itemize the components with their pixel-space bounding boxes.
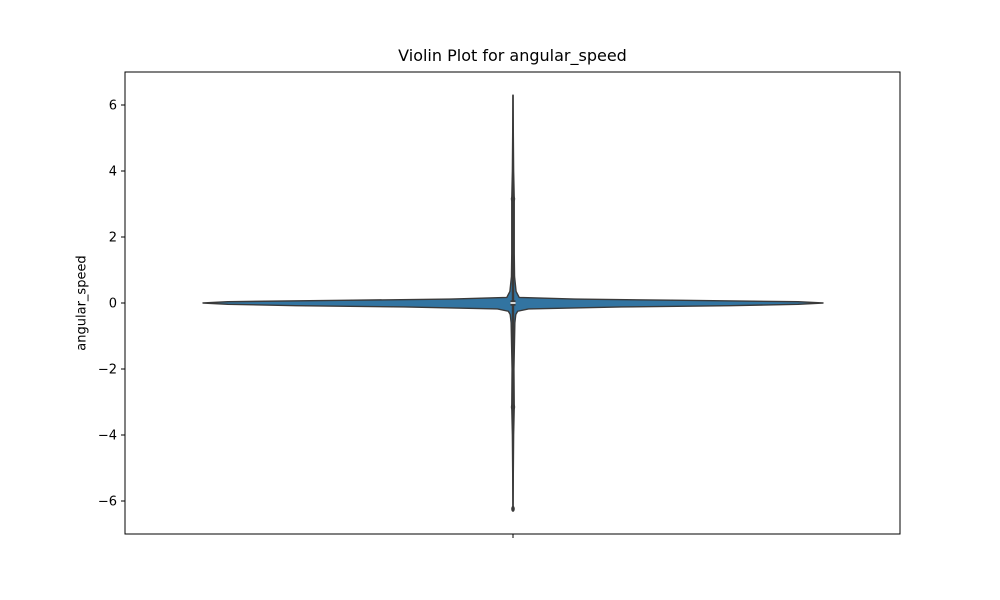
violin-min-marker: [511, 505, 515, 512]
y-tick-label: 4: [109, 165, 117, 180]
y-tick-label: 2: [109, 231, 117, 246]
violin-whisker-bottom-marker: [510, 403, 516, 411]
chart-title: Violin Plot for angular_speed: [398, 46, 627, 65]
y-tick-label: 6: [109, 99, 117, 114]
y-tick-label: −2: [98, 363, 117, 378]
y-tick-label: −6: [98, 495, 117, 510]
y-tick-label: 0: [109, 297, 117, 312]
y-tick-label: −4: [98, 429, 117, 444]
violin-whisker-top-marker: [510, 195, 516, 203]
